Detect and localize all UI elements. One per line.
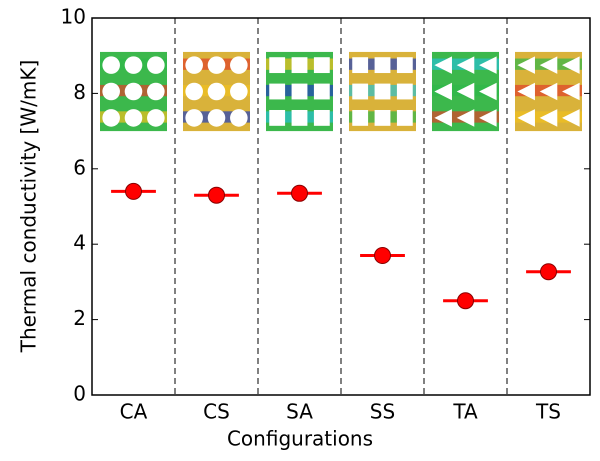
thumbnail-hole: [269, 83, 286, 100]
thumbnail-hole: [147, 56, 165, 74]
thumbnail-hole: [479, 56, 497, 74]
thumbnail-hole: [396, 57, 413, 74]
thumbnail-hole: [207, 56, 226, 74]
thumbnail-hole: [230, 56, 248, 74]
x-tick-label: TS: [535, 400, 561, 424]
thumbnail-hole: [230, 82, 248, 101]
thumbnail-hole: [374, 83, 391, 100]
thumbnail-hole: [185, 56, 203, 74]
thumbnail-hole: [539, 82, 558, 101]
thumbnail-hole: [352, 83, 369, 100]
y-tick-label: 8: [73, 80, 86, 104]
thumbnail-hole: [456, 109, 475, 127]
x-tick-label: CS: [203, 400, 230, 424]
thumbnail-hole: [313, 83, 330, 100]
thumbnail-hole: [207, 82, 226, 101]
thumbnail-hole: [102, 109, 120, 127]
thumbnail: [515, 51, 582, 132]
thumbnail-hole: [185, 109, 203, 127]
thumbnail-hole: [517, 109, 535, 127]
y-tick-label: 0: [73, 382, 86, 406]
x-tick-label: TA: [452, 400, 478, 424]
thumbnail-hole: [185, 82, 203, 101]
thumbnail-hole: [313, 57, 330, 74]
thumbnail: [349, 51, 416, 132]
thumbnail-hole: [147, 109, 165, 127]
thumbnail-hole: [434, 56, 452, 74]
y-axis-label: Thermal conductivity [W/mK]: [17, 60, 41, 354]
thumbnail-hole: [102, 82, 120, 101]
y-tick-label: 10: [61, 5, 86, 29]
thumbnail-hole: [147, 82, 165, 101]
thumbnail-hole: [352, 57, 369, 74]
x-tick-label: CA: [120, 400, 148, 424]
thumbnail-hole: [291, 83, 308, 100]
thumbnail-hole: [517, 56, 535, 74]
thumbnail-hole: [352, 109, 369, 126]
x-tick-label: SA: [286, 400, 313, 424]
thumbnail-hole: [434, 109, 452, 127]
thumbnail-hole: [539, 56, 558, 74]
thumbnail-hole: [124, 109, 143, 127]
marker: [540, 263, 557, 281]
thumbnail-hole: [479, 82, 497, 101]
thumbnail-hole: [124, 56, 143, 74]
thumbnail: [266, 51, 333, 132]
y-tick-label: 4: [73, 231, 86, 255]
thumbnail-hole: [456, 56, 475, 74]
thumbnail-hole: [269, 109, 286, 126]
thumbnail-hole: [562, 56, 580, 74]
thumbnail-hole: [207, 109, 226, 127]
thumbnail-hole: [396, 83, 413, 100]
thumbnail-hole: [479, 109, 497, 127]
thumbnail-hole: [269, 57, 286, 74]
marker: [457, 292, 474, 310]
y-tick-label: 2: [73, 306, 86, 330]
thumbnail: [183, 51, 250, 132]
y-tick-label: 6: [73, 155, 86, 179]
thumbnail-hole: [434, 82, 452, 101]
marker: [208, 186, 225, 204]
thumbnail-hole: [291, 57, 308, 74]
thumbnail-hole: [539, 109, 558, 127]
marker: [374, 247, 391, 265]
thumbnail-hole: [562, 109, 580, 127]
thumbnail: [100, 51, 167, 132]
thumbnail-hole: [374, 109, 391, 126]
thumbnail-hole: [291, 109, 308, 126]
thumbnail-hole: [456, 82, 475, 101]
thumbnail: [432, 51, 499, 132]
thumbnail-hole: [124, 82, 143, 101]
thumbnail-hole: [517, 82, 535, 101]
thumbnail-hole: [374, 57, 391, 74]
thumbnail-hole: [230, 109, 248, 127]
x-tick-label: SS: [370, 400, 395, 424]
thumbnail-hole: [313, 109, 330, 126]
thumbnail-hole: [102, 56, 120, 74]
thumbnail-hole: [396, 109, 413, 126]
marker: [291, 184, 308, 202]
x-axis-label: Configurations: [227, 427, 373, 451]
marker: [125, 182, 142, 200]
thumbnail-hole: [562, 82, 580, 101]
